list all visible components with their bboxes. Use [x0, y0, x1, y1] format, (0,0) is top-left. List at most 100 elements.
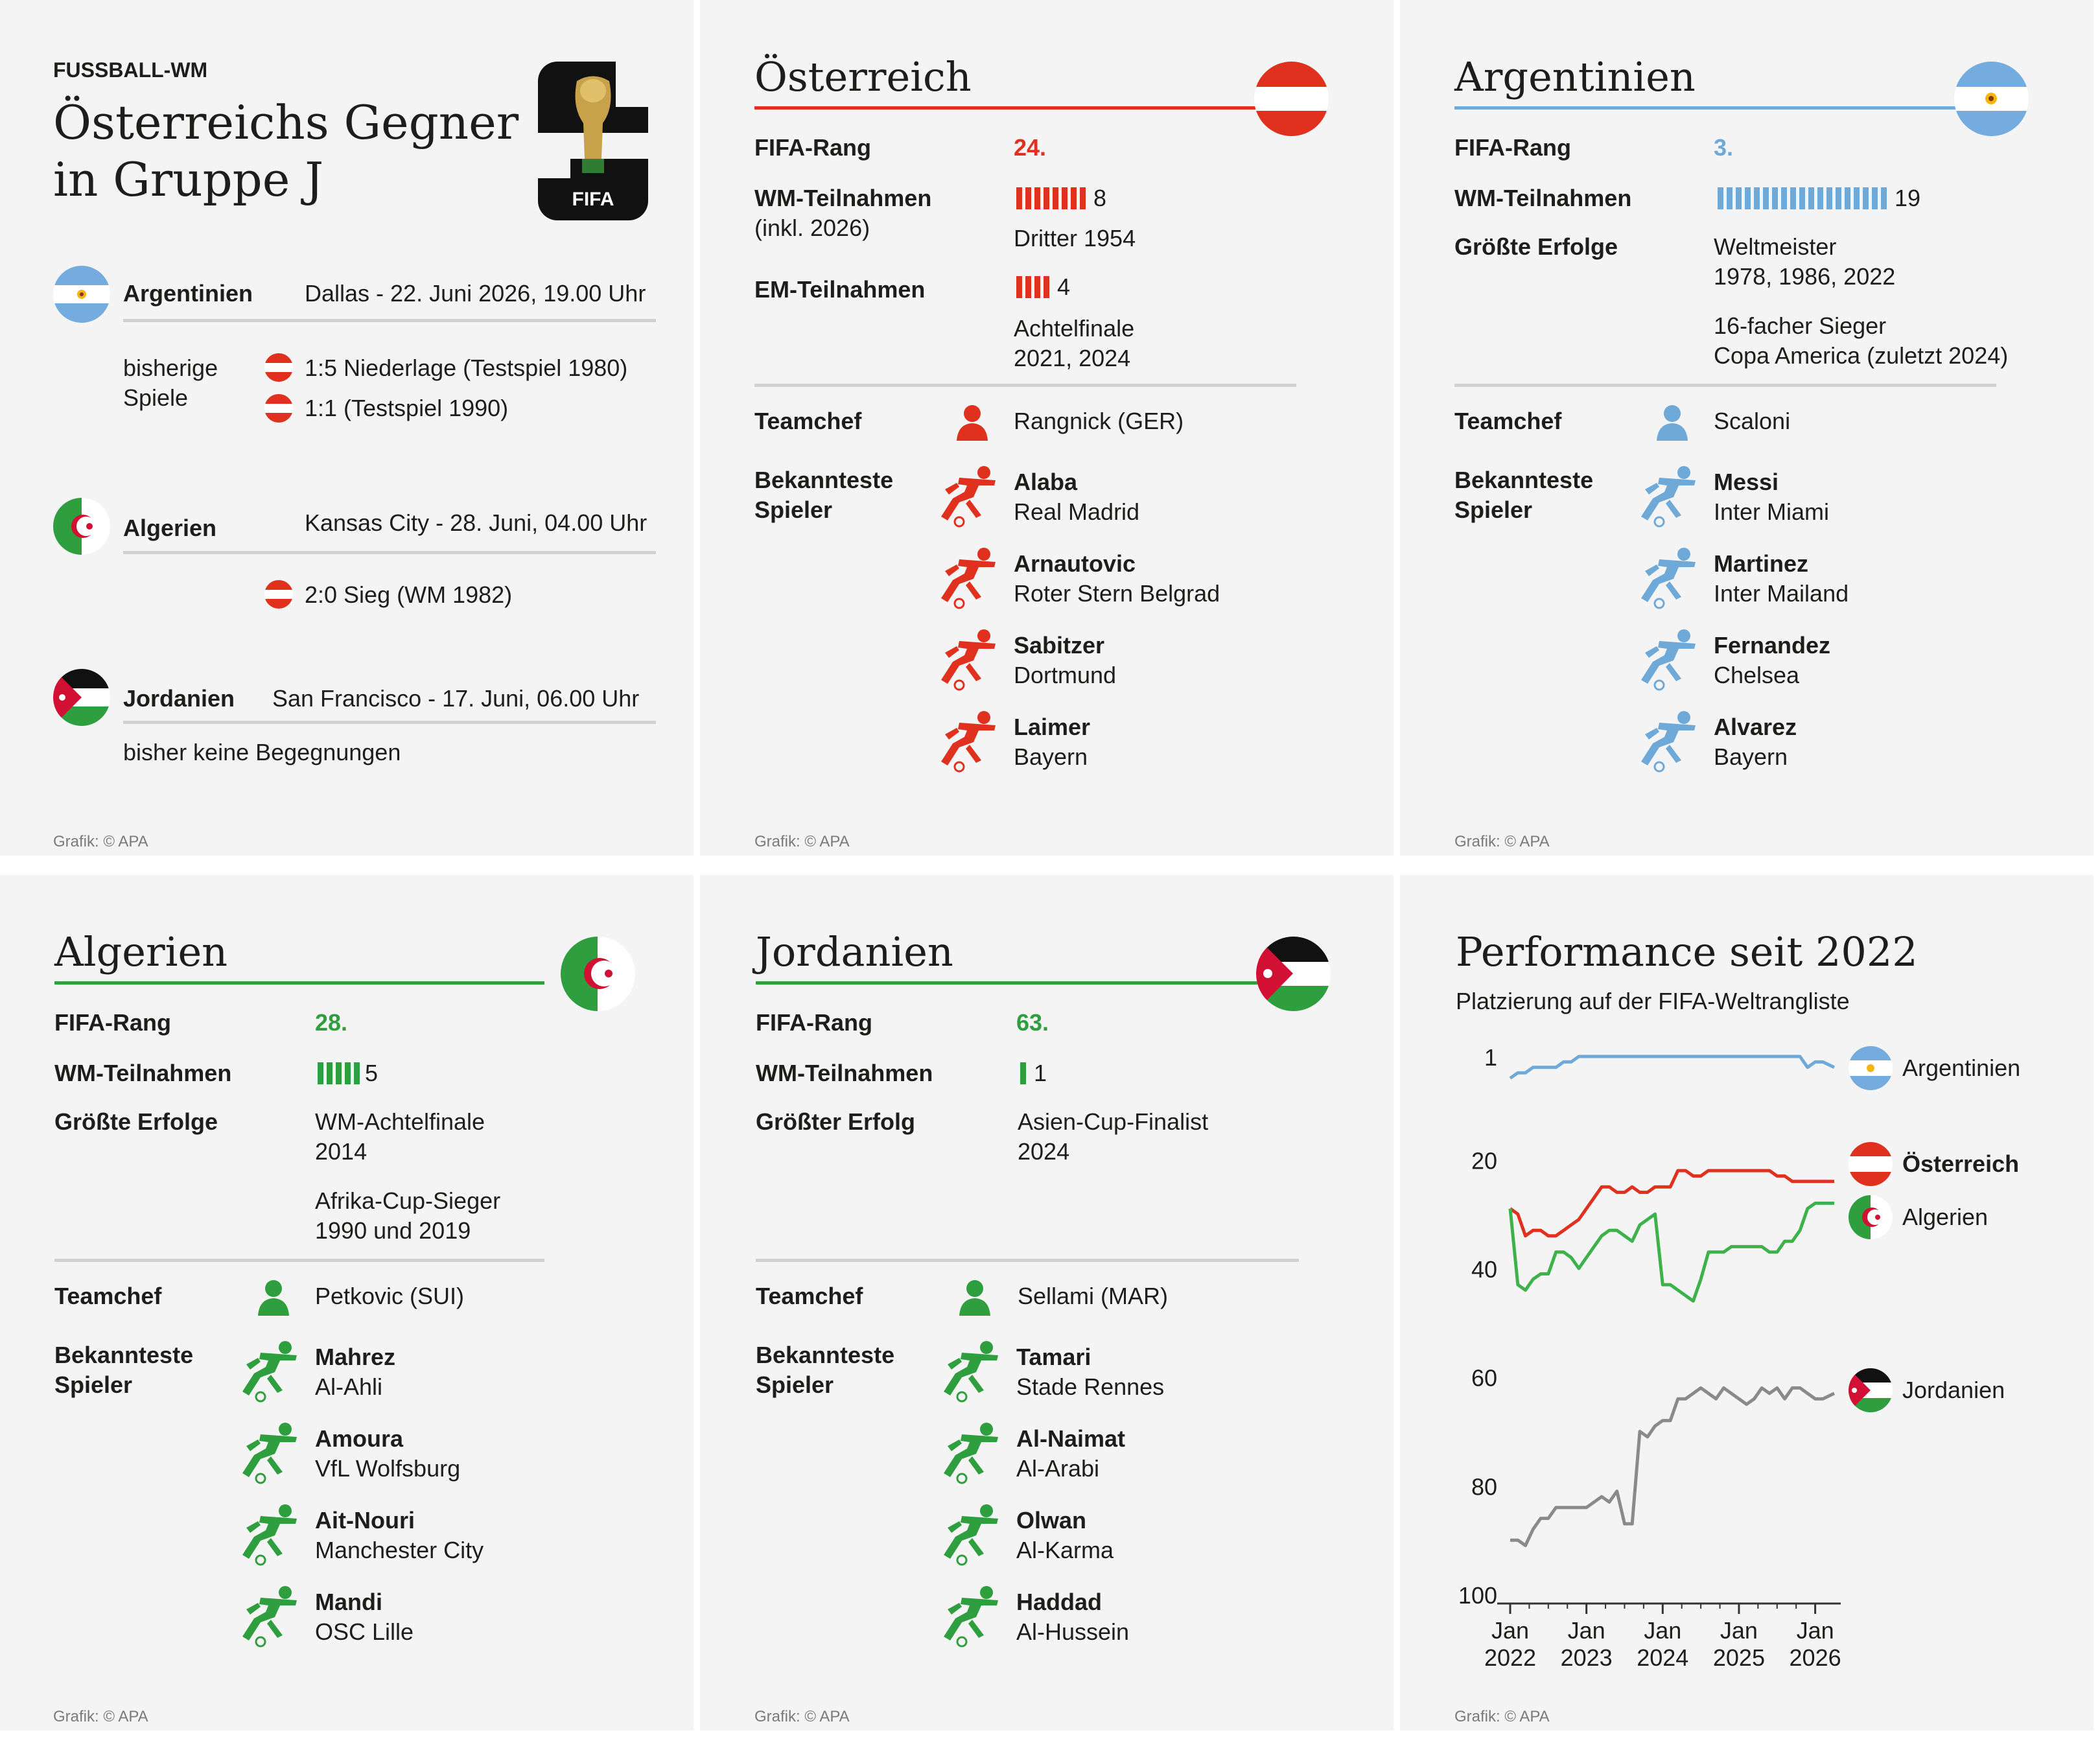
- players-label: Bekannteste Spieler: [54, 1340, 193, 1400]
- match-team-jordan: Jordanien: [123, 685, 235, 712]
- count-bar: [1772, 187, 1778, 209]
- soccer-player-icon: [936, 1420, 1007, 1488]
- wm-label: WM-Teilnahmen: [756, 1060, 933, 1086]
- player-name: Sabitzer: [1014, 632, 1105, 659]
- count-bar: [1854, 187, 1860, 209]
- x-tick-label: 2024: [1637, 1644, 1688, 1671]
- coach-label: Teamchef: [1454, 408, 1562, 434]
- coach-icon: [955, 1277, 994, 1319]
- success-2-line-1: 16-facher Sieger: [1714, 312, 1887, 339]
- player-item: Ait-Nouri Manchester City: [235, 1502, 624, 1573]
- count-bar: [1025, 276, 1031, 298]
- success-2-line-2: Copa America (zuletzt 2024): [1714, 342, 2009, 369]
- success-1: Weltmeister 1978, 1986, 2022: [1714, 232, 1895, 292]
- x-tick-label: Jan: [1720, 1617, 1758, 1644]
- players-label-2: Spieler: [756, 1371, 834, 1398]
- player-item: Olwan Al-Karma: [936, 1502, 1325, 1573]
- player-name: Mahrez: [315, 1344, 396, 1370]
- wm-count-value: 5: [365, 1060, 379, 1086]
- divider: [123, 721, 656, 724]
- coach-value: Petkovic (SUI): [315, 1283, 465, 1309]
- player-club: Manchester City: [315, 1537, 484, 1563]
- fifa-rank-label: FIFA-Rang: [1454, 134, 1571, 161]
- y-tick-label: 40: [1471, 1256, 1497, 1283]
- players-label-1: Bekannteste: [754, 467, 894, 493]
- player-club: Al-Ahli: [315, 1373, 383, 1400]
- austria-flag-icon: [1254, 62, 1329, 136]
- x-tick-label: Jan: [1797, 1617, 1834, 1644]
- title-rule: [756, 981, 1299, 985]
- legend-label: Argentinien: [1902, 1055, 2020, 1081]
- previous-games-label-2: Spiele: [123, 384, 189, 411]
- count-bar: [1845, 187, 1850, 209]
- match-info-jordan: San Francisco - 17. Juni, 06.00 Uhr: [272, 685, 640, 712]
- austria-flag-icon: [264, 580, 293, 609]
- result-argentina-2: 1:1 (Testspiel 1990): [305, 395, 509, 421]
- divider: [756, 1259, 1299, 1262]
- previous-games-label-1: bisherige: [123, 355, 218, 381]
- player-club: Inter Miami: [1714, 498, 1830, 525]
- player-item: Al-Naimat Al-Arabi: [936, 1420, 1325, 1491]
- success-label: Größter Erfolg: [756, 1108, 916, 1135]
- count-bar: [354, 1062, 360, 1084]
- y-tick-label: 100: [1458, 1582, 1497, 1609]
- coach-value: Sellami (MAR): [1018, 1283, 1169, 1309]
- player-club: Bayern: [1014, 743, 1088, 770]
- argentina-flag-icon: [1954, 62, 2029, 136]
- player-name: Al-Naimat: [1016, 1425, 1126, 1452]
- x-tick-label: 2022: [1484, 1644, 1536, 1671]
- wm-count-value: 1: [1034, 1060, 1047, 1086]
- success-1-line-2: 2014: [315, 1138, 368, 1165]
- fifa-rank-value: 63.: [1016, 1009, 1049, 1036]
- title-rule: [754, 106, 1296, 110]
- soccer-player-icon: [936, 1583, 1007, 1651]
- divider: [54, 1259, 544, 1262]
- em-count: 4: [1016, 272, 1070, 302]
- soccer-player-icon: [936, 1502, 1007, 1570]
- player-name: Amoura: [315, 1425, 404, 1452]
- player-item: Mandi OSC Lille: [235, 1583, 624, 1655]
- y-tick-label: 80: [1471, 1473, 1497, 1500]
- count-bar: [1836, 187, 1841, 209]
- series-line-2: [1508, 1201, 1834, 1303]
- algeria-flag-icon: [53, 498, 110, 555]
- success-1-line-1: Asien-Cup-Finalist: [1018, 1108, 1209, 1135]
- player-club: Al-Karma: [1016, 1537, 1114, 1563]
- em-count-value: 4: [1057, 274, 1071, 300]
- em-label: EM-Teilnahmen: [754, 276, 926, 303]
- player-club: Bayern: [1714, 743, 1788, 770]
- chart-subtitle: Platzierung auf der FIFA-Weltrangliste: [1456, 988, 1850, 1014]
- player-name: Messi: [1714, 469, 1779, 495]
- count-bar: [1020, 1062, 1026, 1084]
- team-title: Algerien: [54, 928, 228, 975]
- wm-count-bars: [1718, 187, 1887, 209]
- legend-flag-icon: [1849, 1142, 1893, 1186]
- fifa-rank-label: FIFA-Rang: [756, 1009, 872, 1036]
- coach-icon: [254, 1277, 293, 1319]
- wm-label: WM-Teilnahmen: [754, 185, 932, 211]
- player-club: Dortmund: [1014, 662, 1117, 688]
- count-bar: [1062, 187, 1068, 209]
- y-tick-label: 20: [1471, 1147, 1497, 1174]
- players-label-2: Spieler: [54, 1371, 133, 1398]
- legend-label: Algerien: [1902, 1204, 1988, 1230]
- divider: [754, 384, 1296, 387]
- team-title: Argentinien: [1454, 53, 1696, 100]
- page-title: Österreichs Gegner in Gruppe J: [53, 94, 519, 208]
- algeria-flag-icon: [561, 937, 635, 1011]
- player-item: Laimer Bayern: [933, 708, 1322, 780]
- previous-games-label: bisherige Spiele: [123, 353, 218, 413]
- fifa-rank-value: 24.: [1014, 134, 1047, 161]
- soccer-player-icon: [235, 1338, 306, 1406]
- player-item: Haddad Al-Hussein: [936, 1583, 1325, 1655]
- player-club: Al-Arabi: [1016, 1455, 1100, 1482]
- player-club: OSC Lille: [315, 1618, 414, 1645]
- divider: [1454, 384, 1996, 387]
- wm-best: Dritter 1954: [1014, 225, 1136, 251]
- em-best: Achtelfinale 2021, 2024: [1014, 314, 1134, 373]
- player-name: Alaba: [1014, 469, 1078, 495]
- austria-panel: Österreich FIFA-Rang 24. WM-Teilnahmen (…: [700, 0, 1394, 856]
- credit: Grafik: © APA: [754, 833, 850, 850]
- count-bar: [336, 1062, 342, 1084]
- soccer-player-icon: [235, 1420, 306, 1488]
